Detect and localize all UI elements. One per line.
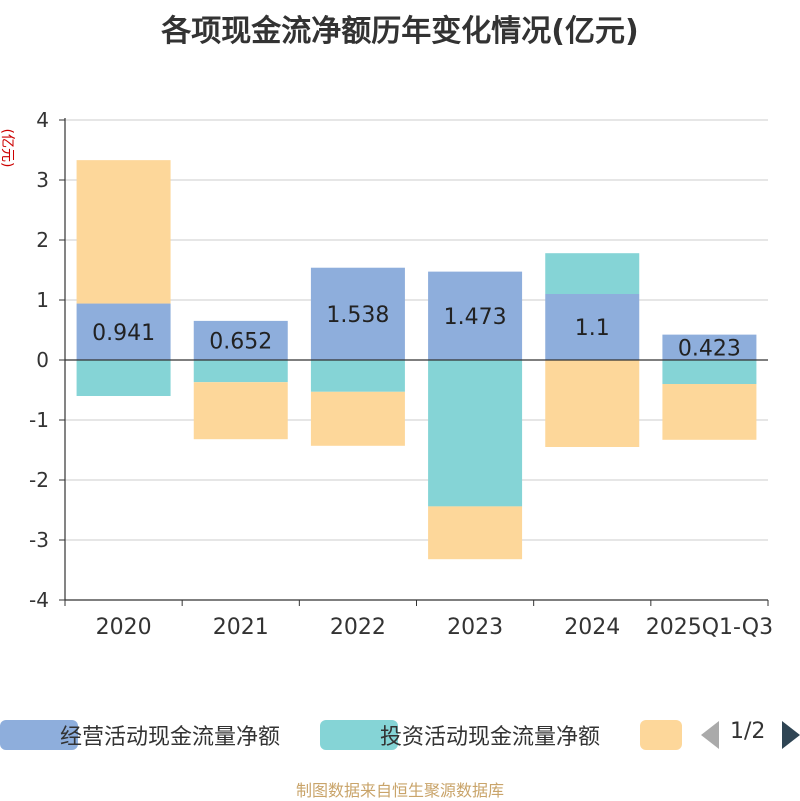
x-tick-label: 2023 (447, 615, 503, 640)
bar-investing (76, 360, 171, 396)
data-label: 0.423 (678, 336, 741, 361)
source-note: 制图数据来自恒生聚源数据库 (295, 781, 504, 800)
data-label: 0.652 (209, 329, 272, 354)
bar-operating (545, 294, 640, 360)
y-tick-label: 4 (36, 108, 49, 132)
legend-prev-arrow-icon[interactable] (701, 721, 719, 749)
data-label: 1.538 (326, 303, 389, 328)
x-tick-label: 2021 (213, 615, 269, 640)
legend-swatch-financing (640, 720, 682, 750)
bar-financing (662, 384, 757, 440)
bar-investing (545, 253, 640, 294)
data-label: 0.941 (92, 321, 155, 346)
bar-investing (193, 360, 288, 383)
bar-investing (310, 360, 405, 392)
bar-operating (662, 334, 757, 360)
legend-next-arrow-icon[interactable] (782, 721, 800, 749)
bar-operating (76, 303, 171, 360)
x-tick-label: 2020 (96, 615, 152, 640)
y-tick-label: 1 (36, 288, 49, 312)
bar-financing (76, 160, 171, 304)
bar-financing (193, 382, 288, 440)
x-tick-label: 2022 (330, 615, 386, 640)
legend-page-indicator: 1/2 (730, 719, 766, 744)
y-tick-label: -1 (29, 408, 49, 432)
x-tick-label: 2024 (564, 615, 620, 640)
y-tick-label: -2 (29, 468, 49, 492)
y-tick-label: 0 (36, 348, 49, 372)
data-label: 1.1 (575, 316, 610, 341)
legend-label-investing: 投资活动现金流量净额 (380, 725, 601, 750)
bar-financing (545, 360, 640, 447)
y-tick-label: 2 (36, 228, 49, 252)
legend-label-operating: 经营活动现金流量净额 (60, 725, 281, 750)
bar-financing (428, 506, 523, 560)
legend-swatch-investing (320, 720, 398, 750)
bar-financing (310, 391, 405, 446)
y-tick-label: 3 (36, 168, 49, 192)
y-tick-label: -3 (29, 528, 49, 552)
bar-operating (193, 320, 288, 360)
y-tick-label: -4 (29, 588, 49, 612)
bar-operating (310, 267, 405, 360)
bar-operating (428, 271, 523, 360)
bar-investing (428, 360, 523, 507)
legend-swatch-operating (0, 720, 78, 750)
y-axis-label: (亿元) (0, 129, 15, 168)
chart-title: 各项现金流净额历年变化情况(亿元) (161, 14, 639, 49)
x-tick-label: 2025Q1-Q3 (646, 615, 773, 640)
legend: 经营活动现金流量净额 投资活动现金流量净额 (0, 717, 800, 753)
data-label: 1.473 (444, 305, 507, 330)
bar-investing (662, 360, 757, 384)
